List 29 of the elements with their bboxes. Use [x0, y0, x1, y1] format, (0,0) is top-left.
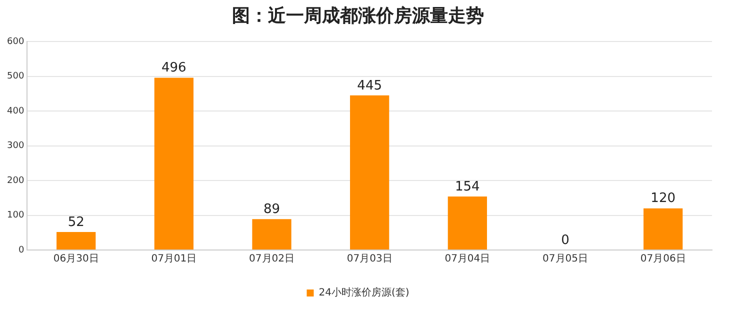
data-label: 154 [455, 179, 480, 194]
y-tick-label: 100 [6, 210, 24, 221]
x-tick-label: 06月30日 [53, 254, 99, 265]
chart-title: 图：近一周成都涨价房源量走势 [232, 5, 484, 26]
data-label: 120 [650, 191, 676, 206]
y-tick-label: 400 [6, 106, 24, 116]
bar [154, 78, 194, 250]
y-tick-label: 500 [6, 72, 24, 82]
x-tick-label: 07月03日 [346, 254, 392, 265]
x-tick-label: 07月05日 [542, 254, 588, 265]
x-tick-label: 07月06日 [640, 254, 686, 265]
y-tick-label: 0 [18, 245, 24, 256]
bar [448, 196, 487, 250]
y-tick-label: 600 [6, 36, 24, 47]
data-label: 52 [68, 214, 84, 230]
data-label: 89 [263, 202, 280, 217]
y-tick-label: 200 [6, 176, 24, 186]
bar [644, 208, 683, 250]
legend-label: 24小时涨价房源(套) [318, 286, 410, 299]
x-tick-label: 07月02日 [249, 254, 294, 265]
y-tick-label: 300 [6, 141, 24, 152]
data-label: 0 [561, 232, 570, 248]
bar [350, 95, 390, 250]
x-tick-label: 07月01日 [151, 254, 197, 265]
bar [56, 232, 96, 250]
data-label: 496 [162, 60, 186, 76]
bar [252, 219, 292, 250]
x-tick-label: 07月04日 [444, 254, 490, 265]
data-label: 445 [357, 78, 382, 94]
